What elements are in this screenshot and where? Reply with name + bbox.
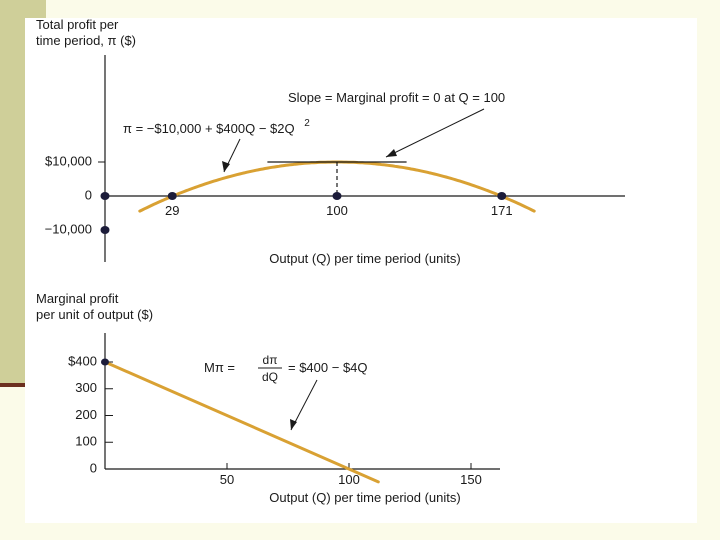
- bottom-y-ticks: $400 300 200 100 0: [68, 353, 113, 475]
- top-xlabel: Output (Q) per time period (units): [269, 251, 460, 266]
- top-marker-point: [167, 192, 177, 200]
- bottom-y-tick-label: 300: [75, 380, 97, 395]
- marginal-equation-arrowhead: [290, 419, 297, 430]
- top-y-ticks: $10,000 0 −10,000: [45, 153, 105, 236]
- profit-equation-exponent: 2: [304, 118, 310, 129]
- sidebar-rule: [0, 383, 46, 387]
- top-ylabel-line-1: Total profit per: [36, 17, 119, 32]
- bottom-x-tick-label: 50: [220, 472, 234, 487]
- top-y-tick-label: $10,000: [45, 153, 92, 168]
- marginal-equation: Mπ = dπ dQ = $400 − $4Q: [204, 353, 368, 384]
- slope-pointer: [385, 108, 485, 158]
- bottom-marker-point: [101, 358, 109, 366]
- marginal-equation-rhs: = $400 − $4Q: [288, 360, 368, 375]
- figure-panel: [25, 18, 697, 523]
- top-markers: [100, 192, 507, 234]
- root-label-29: 29: [165, 203, 179, 218]
- bottom-y-tick-label: 100: [75, 434, 97, 449]
- bottom-ylabel-line-2: per unit of output ($): [36, 307, 153, 322]
- top-marker-point: [100, 192, 110, 200]
- profit-equation-body: π = −$10,000 + $400Q − $2Q: [123, 121, 295, 136]
- marginal-profit-line: [103, 360, 380, 484]
- marginal-equation-lhs: Mπ =: [204, 360, 235, 375]
- total-profit-chart: Total profit per time period, π ($) $10,…: [36, 17, 625, 266]
- equation-pointer-arrowhead: [222, 161, 230, 172]
- marginal-profit-chart: Marginal profit per unit of output ($) $…: [36, 291, 500, 505]
- bottom-x-tick-label: 150: [460, 472, 482, 487]
- top-ylabel-line-2: time period, π ($): [36, 33, 136, 48]
- peak-label-100: 100: [326, 203, 348, 218]
- bottom-y-tick-label: 0: [90, 460, 97, 475]
- bottom-xlabel: Output (Q) per time period (units): [269, 490, 460, 505]
- profit-equation: π = −$10,000 + $400Q − $2Q 2: [123, 118, 310, 136]
- bottom-y-tick-label: 200: [75, 407, 97, 422]
- marginal-equation-numerator: dπ: [263, 353, 278, 367]
- slope-annotation: Slope = Marginal profit = 0 at Q = 100: [288, 90, 505, 105]
- bottom-y-tick-label: $400: [68, 353, 97, 368]
- root-label-171: 171: [491, 203, 513, 218]
- top-marker-point: [100, 226, 110, 234]
- top-y-tick-label: −10,000: [45, 221, 92, 236]
- slope-pointer-arrowhead: [386, 149, 397, 157]
- bottom-markers: [101, 358, 109, 366]
- marginal-equation-denominator: dQ: [262, 370, 278, 384]
- top-marker-point: [332, 192, 342, 200]
- bottom-ylabel-line-1: Marginal profit: [36, 291, 119, 306]
- top-y-tick-label: 0: [85, 187, 92, 202]
- bottom-x-tick-label: 100: [338, 472, 360, 487]
- bottom-x-ticks: 50 100 150: [220, 463, 482, 487]
- top-marker-point: [497, 192, 507, 200]
